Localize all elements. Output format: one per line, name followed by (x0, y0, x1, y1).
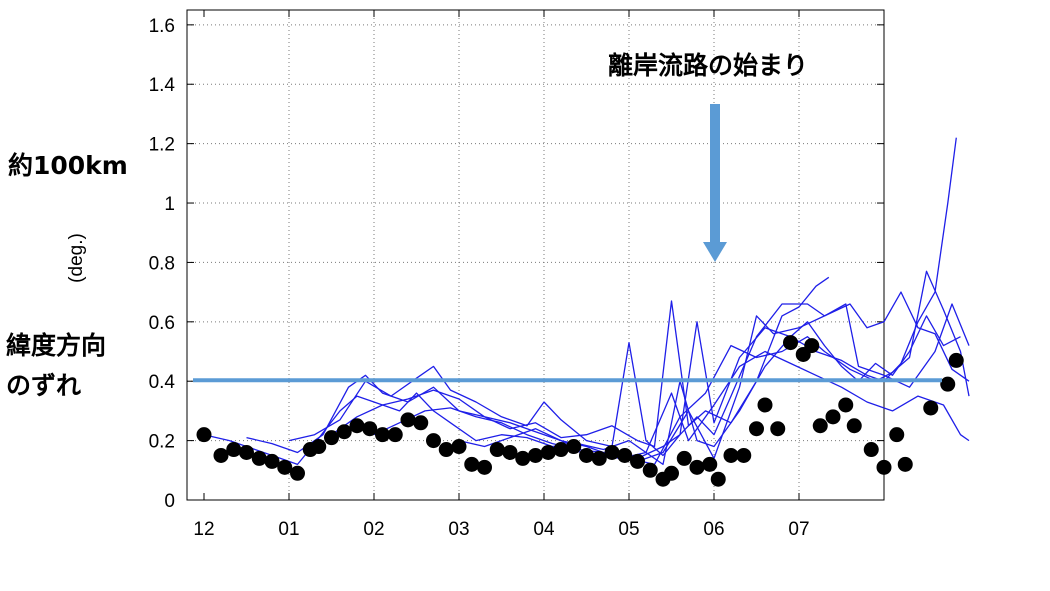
y-tick-label: 1.6 (149, 16, 175, 37)
x-tick-label: 02 (363, 519, 384, 540)
observation-dot (838, 397, 854, 413)
observation-dot (579, 447, 594, 463)
observation-dot (277, 459, 293, 475)
observation-dot (400, 412, 416, 428)
distance-annotation: 約100km (8, 151, 128, 180)
observation-dot (502, 444, 518, 460)
y-tick-label: 0.8 (149, 253, 175, 274)
observation-dot (948, 352, 964, 368)
observation-dot (770, 421, 786, 437)
observation-dot (528, 447, 543, 463)
latitude-annotation-line2: のずれ (6, 371, 82, 400)
observation-dot (812, 418, 828, 434)
y-tick-label: 0.2 (149, 432, 175, 453)
y-tick-label: 1 (164, 194, 175, 215)
forecast-line (373, 270, 970, 466)
observation-dot (940, 376, 956, 392)
observation-dot (702, 456, 718, 472)
observation-dot (324, 430, 339, 446)
observation-dot (553, 442, 569, 458)
forecast-line (246, 276, 830, 454)
observation-dot (923, 400, 939, 416)
x-tick-label: 03 (448, 519, 469, 540)
observation-dot (736, 447, 752, 463)
y-tick-label: 1.2 (149, 135, 175, 156)
forecast-line (288, 291, 970, 457)
observation-dot (413, 415, 429, 431)
observation-dot (876, 459, 892, 475)
observation-dot (710, 471, 726, 487)
observation-dot (362, 421, 378, 437)
forecast-line (331, 137, 957, 460)
observation-dot (387, 427, 403, 443)
x-tick-label: 06 (703, 519, 724, 540)
observation-dot (723, 447, 739, 463)
observation-dot (349, 418, 365, 434)
y-tick-label: 0.6 (149, 313, 175, 334)
observation-dot (897, 456, 913, 472)
observation-dot (290, 465, 305, 481)
observation-dot (251, 450, 267, 466)
observation-dot (676, 450, 692, 466)
marker-layer (196, 335, 964, 487)
observation-dot (617, 447, 633, 463)
observation-dot (489, 442, 505, 458)
observation-dot (375, 427, 390, 443)
observation-dot (846, 418, 862, 434)
observation-dot (825, 409, 841, 425)
observation-dot (757, 397, 773, 413)
y-tick-label: 1.4 (149, 75, 176, 96)
arrow-shaft (710, 104, 720, 244)
observation-dot (311, 439, 327, 455)
observation-dot (213, 447, 229, 463)
observation-dot (783, 335, 798, 351)
observation-dot (863, 442, 879, 458)
observation-dot (604, 444, 620, 460)
x-tick-label: 07 (788, 519, 809, 540)
x-tick-label: 12 (193, 519, 214, 540)
observation-dot (226, 442, 242, 458)
observation-dot (689, 459, 705, 475)
observation-dot (264, 453, 280, 469)
observation-dot (566, 439, 582, 455)
arrow-head (703, 242, 727, 262)
x-tick-label: 04 (533, 519, 555, 540)
observation-dot (664, 465, 679, 481)
observation-dot (239, 444, 254, 460)
latitude-annotation-line1: 緯度方向 (6, 331, 107, 360)
observation-dot (540, 444, 556, 460)
observation-dot (464, 456, 480, 472)
observation-dot (336, 424, 352, 440)
forecast-line (543, 350, 970, 460)
y-tick-label: 0.4 (149, 372, 176, 393)
observation-dot (438, 442, 454, 458)
x-tick-label: 01 (278, 519, 299, 540)
x-axis-ticks: 12 01 02 03 04 05 06 07 (193, 10, 810, 540)
observation-dot (749, 421, 764, 437)
observation-dot (642, 462, 658, 478)
arrow-annotation: 離岸流路の始まり (608, 51, 809, 80)
observation-dot (451, 439, 467, 455)
observation-dot (630, 453, 645, 469)
x-tick-label: 05 (618, 519, 639, 540)
observation-dot (196, 427, 212, 443)
observation-dot (515, 450, 531, 466)
y-tick-label: 0 (164, 491, 175, 512)
plot-frame (186, 9, 885, 501)
down-arrow (703, 104, 727, 262)
y-axis-label: (deg.) (66, 233, 87, 283)
observation-dot (426, 433, 441, 449)
series-layer (203, 137, 970, 466)
observation-dot (591, 450, 607, 466)
observation-dot (889, 427, 905, 443)
observation-dot (477, 459, 492, 475)
y-axis-ticks: 0 0.2 0.4 0.6 0.8 1 1.2 1.4 1.6 (149, 16, 884, 512)
observation-dot (804, 338, 820, 354)
